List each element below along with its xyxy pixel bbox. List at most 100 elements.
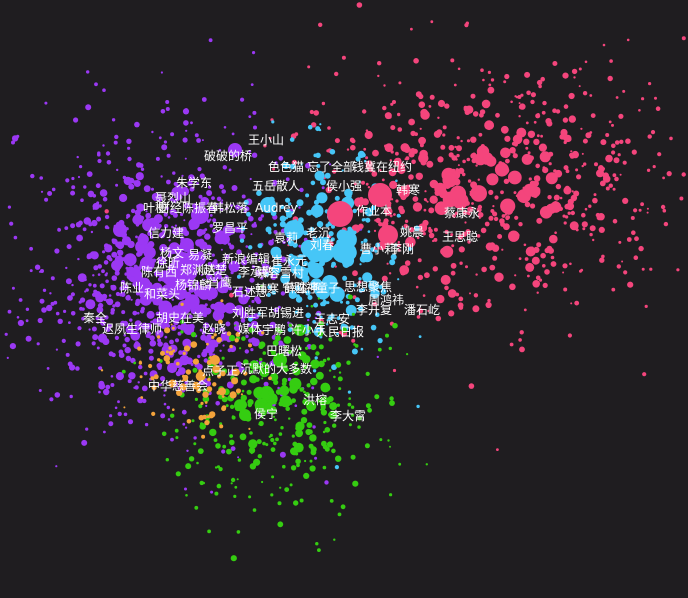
graph-node-pink[interactable] xyxy=(356,2,363,8)
graph-node-pink[interactable] xyxy=(447,198,451,202)
graph-node-pink[interactable] xyxy=(505,158,510,164)
graph-node-purple[interactable] xyxy=(248,305,251,308)
graph-node-pink[interactable] xyxy=(562,271,565,274)
graph-node-purple[interactable] xyxy=(94,82,98,87)
hub-node-cyan[interactable] xyxy=(260,197,276,213)
graph-node-purple[interactable] xyxy=(145,265,153,273)
graph-node-pink[interactable] xyxy=(440,247,448,255)
graph-node-pink[interactable] xyxy=(444,285,449,291)
graph-node-purple[interactable] xyxy=(116,168,119,172)
graph-node-cyan[interactable] xyxy=(360,249,363,252)
graph-node-pink[interactable] xyxy=(611,150,616,155)
graph-node-cyan[interactable] xyxy=(240,226,246,231)
graph-node-purple[interactable] xyxy=(299,187,304,193)
graph-node-pink[interactable] xyxy=(494,195,499,200)
graph-node-purple[interactable] xyxy=(75,341,81,347)
graph-node-pink[interactable] xyxy=(611,287,616,292)
graph-node-purple[interactable] xyxy=(189,186,195,192)
graph-node-orange[interactable] xyxy=(138,361,143,365)
graph-node-pink[interactable] xyxy=(523,308,527,312)
graph-node-purple[interactable] xyxy=(186,449,189,452)
graph-node-pink[interactable] xyxy=(585,132,592,139)
graph-node-pink[interactable] xyxy=(382,105,387,111)
graph-node-cyan[interactable] xyxy=(358,288,363,293)
graph-node-pink[interactable] xyxy=(410,27,413,31)
graph-node-purple[interactable] xyxy=(248,338,253,343)
graph-node-pink[interactable] xyxy=(457,67,461,71)
graph-node-green[interactable] xyxy=(338,387,342,391)
graph-node-green[interactable] xyxy=(295,429,303,438)
graph-node-purple[interactable] xyxy=(56,250,59,253)
graph-node-purple[interactable] xyxy=(189,252,197,260)
graph-node-pink[interactable] xyxy=(518,115,521,118)
graph-node-pink[interactable] xyxy=(530,92,537,98)
graph-node-purple[interactable] xyxy=(230,446,236,451)
graph-node-purple[interactable] xyxy=(86,255,91,260)
graph-node-cyan[interactable] xyxy=(334,195,340,201)
graph-node-purple[interactable] xyxy=(90,230,94,234)
graph-node-orange[interactable] xyxy=(151,385,157,391)
graph-node-green[interactable] xyxy=(333,375,336,379)
graph-node-pink[interactable] xyxy=(581,221,588,228)
graph-node-green[interactable] xyxy=(229,439,235,446)
graph-node-cyan[interactable] xyxy=(361,218,365,222)
graph-node-orange[interactable] xyxy=(232,368,240,377)
graph-node-purple[interactable] xyxy=(156,362,163,369)
graph-node-purple[interactable] xyxy=(185,129,188,132)
graph-node-green[interactable] xyxy=(354,344,359,348)
graph-node-pink[interactable] xyxy=(451,244,455,248)
graph-node-purple[interactable] xyxy=(161,289,166,294)
graph-node-pink[interactable] xyxy=(593,193,597,197)
graph-node-green[interactable] xyxy=(315,351,320,356)
graph-node-pink[interactable] xyxy=(454,211,459,215)
graph-node-cyan[interactable] xyxy=(418,335,422,338)
graph-node-pink[interactable] xyxy=(398,81,402,85)
graph-node-purple[interactable] xyxy=(205,380,212,387)
graph-node-purple[interactable] xyxy=(114,301,121,308)
graph-node-pink[interactable] xyxy=(574,300,580,306)
graph-node-pink[interactable] xyxy=(381,275,388,282)
graph-node-pink[interactable] xyxy=(552,61,558,66)
graph-node-green[interactable] xyxy=(299,498,304,503)
graph-node-orange[interactable] xyxy=(268,376,272,381)
graph-node-pink[interactable] xyxy=(473,293,479,298)
graph-node-pink[interactable] xyxy=(549,234,558,244)
graph-node-purple[interactable] xyxy=(135,172,144,181)
graph-node-pink[interactable] xyxy=(427,309,430,313)
graph-node-pink[interactable] xyxy=(555,183,562,190)
graph-node-purple[interactable] xyxy=(253,313,260,320)
graph-node-purple[interactable] xyxy=(230,232,234,235)
graph-node-orange[interactable] xyxy=(261,331,265,335)
graph-node-green[interactable] xyxy=(365,403,371,409)
graph-node-cyan[interactable] xyxy=(389,259,396,266)
graph-node-purple[interactable] xyxy=(98,380,105,387)
graph-node-pink[interactable] xyxy=(547,195,552,200)
graph-node-pink[interactable] xyxy=(384,143,394,153)
graph-node-purple[interactable] xyxy=(209,224,214,228)
graph-node-purple[interactable] xyxy=(98,390,101,394)
graph-node-pink[interactable] xyxy=(523,183,537,197)
graph-node-purple[interactable] xyxy=(208,339,218,349)
graph-node-pink[interactable] xyxy=(599,257,605,263)
graph-node-pink[interactable] xyxy=(429,94,435,100)
graph-node-purple[interactable] xyxy=(136,266,142,271)
graph-node-cyan[interactable] xyxy=(313,199,320,205)
graph-node-pink[interactable] xyxy=(399,187,407,194)
graph-node-purple[interactable] xyxy=(204,337,211,344)
graph-node-purple[interactable] xyxy=(114,262,118,266)
graph-node-purple[interactable] xyxy=(113,140,118,145)
graph-node-purple[interactable] xyxy=(50,276,55,281)
graph-node-purple[interactable] xyxy=(86,218,90,222)
graph-node-purple[interactable] xyxy=(108,421,114,427)
graph-node-green[interactable] xyxy=(275,437,279,442)
graph-node-purple[interactable] xyxy=(185,291,192,298)
graph-node-pink[interactable] xyxy=(618,113,624,119)
graph-node-purple[interactable] xyxy=(254,296,260,302)
graph-node-green[interactable] xyxy=(289,483,293,487)
graph-node-purple[interactable] xyxy=(228,168,232,172)
graph-node-orange[interactable] xyxy=(218,319,223,325)
graph-node-green[interactable] xyxy=(273,441,277,446)
graph-node-pink[interactable] xyxy=(569,262,572,266)
graph-node-green[interactable] xyxy=(278,329,283,334)
graph-node-green[interactable] xyxy=(310,359,320,369)
